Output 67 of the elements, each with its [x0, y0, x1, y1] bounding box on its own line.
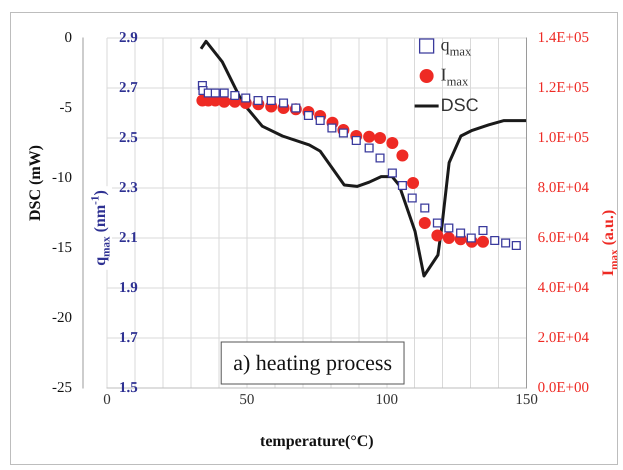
- point: [241, 93, 250, 103]
- point: [444, 223, 454, 233]
- point: [230, 90, 240, 100]
- point: [338, 128, 348, 138]
- x-tick-label: 150: [515, 392, 538, 408]
- point: [374, 132, 386, 144]
- y3-tick-label: 1.2E+05: [538, 80, 590, 96]
- point: [396, 150, 408, 162]
- point: [512, 240, 521, 250]
- point: [254, 96, 263, 106]
- point: [388, 168, 397, 178]
- point: [442, 232, 455, 244]
- x-axis-title: temperature(°C): [260, 433, 374, 450]
- y-tick-label: -25: [52, 380, 72, 396]
- y3-tick-label: 1.0E+05: [538, 130, 590, 146]
- y3-tick-label: 6.0E+04: [538, 230, 590, 246]
- point: [466, 233, 476, 243]
- y-tick-label: -20: [52, 310, 72, 326]
- point: [364, 143, 374, 153]
- x-tick-label: 0: [103, 392, 111, 408]
- point: [316, 116, 325, 126]
- y-tick-label: -10: [52, 170, 72, 186]
- point: [476, 236, 489, 248]
- point: [456, 228, 466, 238]
- y-tick-label: -15: [52, 240, 72, 256]
- y3-tick-label: 0.0E+00: [538, 380, 590, 396]
- point: [478, 226, 488, 236]
- point: [386, 137, 398, 149]
- point: [210, 88, 220, 98]
- y-tick-label: -5: [59, 100, 72, 116]
- point: [418, 217, 431, 229]
- y2-axis-title: qmax (nm-1): [89, 190, 112, 266]
- y2-tick-label: 2.7: [118, 80, 138, 96]
- point: [432, 218, 442, 228]
- y2-tick-label: 2.3: [118, 180, 138, 196]
- point: [420, 203, 430, 213]
- point: [352, 136, 361, 146]
- y3-tick-label: 4.0E+04: [538, 280, 590, 296]
- legend-label: DSC: [440, 94, 479, 115]
- point: [398, 180, 407, 190]
- y-axis-title: DSC (mW): [27, 144, 44, 221]
- y2-tick-label: 1.7: [118, 330, 138, 346]
- y3-tick-label: 2.0E+04: [538, 330, 590, 346]
- y2-tick-label: 1.9: [118, 280, 138, 296]
- y3-tick-label: 8.0E+04: [538, 180, 590, 196]
- annotation: a) heating process: [233, 350, 392, 375]
- point: [490, 236, 500, 246]
- point: [278, 98, 288, 108]
- point: [408, 193, 417, 203]
- y3-tick-label: 1.4E+05: [538, 30, 590, 46]
- point: [431, 230, 444, 242]
- y2-tick-label: 1.5: [118, 380, 138, 396]
- point: [266, 96, 276, 106]
- y2-tick-label: 2.1: [118, 230, 138, 246]
- point: [407, 177, 420, 189]
- point: [220, 88, 229, 98]
- point: [375, 153, 385, 163]
- x-tick-label: 100: [376, 392, 398, 408]
- point: [291, 103, 300, 113]
- y2-tick-label: 2.9: [118, 30, 138, 46]
- x-tick-label: 50: [239, 392, 254, 408]
- y2-tick-label: 2.5: [118, 130, 138, 146]
- point: [327, 123, 336, 133]
- point: [501, 238, 510, 248]
- point: [363, 130, 376, 143]
- point: [304, 110, 313, 120]
- y-tick-label: 0: [64, 30, 72, 46]
